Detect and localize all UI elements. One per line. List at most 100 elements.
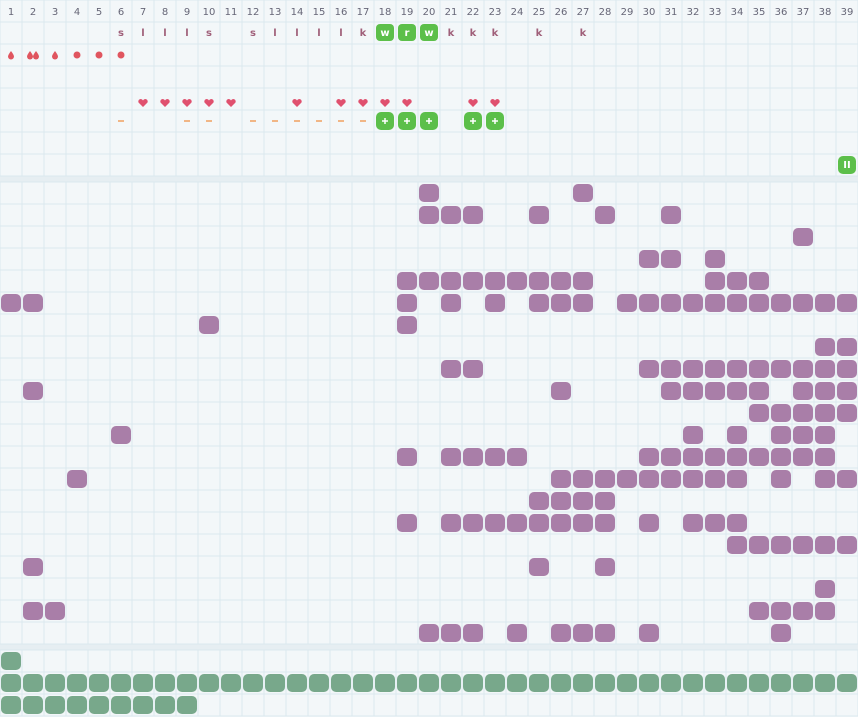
purple-block [595,514,615,532]
drop-icon [27,51,33,60]
purple-block [727,272,747,290]
purple-block [793,426,813,444]
purple-block [793,360,813,378]
purple-block [683,426,703,444]
column-number: 7 [140,7,146,18]
purple-block [793,382,813,400]
green-block [749,674,769,692]
purple-block [639,360,659,378]
purple-block [793,404,813,422]
column-number: 28 [599,7,612,18]
purple-block [529,206,549,224]
dot-icon [117,51,125,59]
plus-icon [492,118,498,124]
purple-block [551,492,571,510]
heart-icon [182,99,192,107]
purple-block [705,250,725,268]
purple-block [595,558,615,576]
purple-block [419,272,439,290]
green-block [221,674,241,692]
plus-icon [404,118,410,124]
purple-block [463,206,483,224]
action-letter: k [360,28,367,39]
purple-block [463,360,483,378]
plus-icon [470,118,476,124]
purple-block [507,272,527,290]
drop-icon [33,51,39,60]
purple-block [815,536,835,554]
green-block [45,696,65,714]
purple-block [771,448,791,466]
green-block [419,674,439,692]
purple-block [683,514,703,532]
purple-block [551,624,571,642]
heart-icon [160,99,170,107]
green-block [309,674,329,692]
column-number: 30 [643,7,656,18]
purple-block [573,470,593,488]
column-number: 5 [96,7,102,18]
purple-block [749,404,769,422]
purple-block [727,448,747,466]
purple-block [419,624,439,642]
purple-block [771,426,791,444]
purple-block [771,536,791,554]
column-number: 6 [118,7,124,18]
column-number: 29 [621,7,634,18]
purple-block [727,470,747,488]
purple-block [661,294,681,312]
green-block [89,674,109,692]
purple-block [551,272,571,290]
heart-icon [204,99,214,107]
green-block [573,674,593,692]
column-number: 32 [687,7,700,18]
purple-block [727,426,747,444]
action-letter: l [185,28,188,39]
green-block [67,696,87,714]
action-letter: l [141,28,144,39]
green-block [67,674,87,692]
purple-block [793,228,813,246]
heart-icon [380,99,390,107]
purple-block [639,624,659,642]
purple-block [771,294,791,312]
purple-block [749,448,769,466]
green-block [397,674,417,692]
action-letter: k [492,28,499,39]
column-number: 39 [841,7,854,18]
purple-block [573,492,593,510]
purple-block [529,514,549,532]
purple-block [705,382,725,400]
green-block [463,674,483,692]
drop-icon [8,51,14,60]
purple-block [573,272,593,290]
purple-block [771,624,791,642]
purple-block [683,382,703,400]
purple-block [23,602,43,620]
purple-block [749,360,769,378]
purple-block [837,382,857,400]
purple-block [67,470,87,488]
purple-block [837,360,857,378]
green-block [111,696,131,714]
purple-block [551,470,571,488]
purple-block [639,294,659,312]
green-block [1,696,21,714]
heart-icon [490,99,500,107]
action-letter: r [405,28,410,39]
green-block [551,674,571,692]
dot-icon [73,51,81,59]
green-block [331,674,351,692]
purple-block [617,470,637,488]
purple-block [397,316,417,334]
badge [398,24,416,41]
purple-block [441,448,461,466]
purple-block [705,448,725,466]
purple-block [463,514,483,532]
purple-block [397,514,417,532]
green-block [661,674,681,692]
column-number: 10 [203,7,216,18]
purple-block [551,294,571,312]
column-number: 9 [184,7,190,18]
